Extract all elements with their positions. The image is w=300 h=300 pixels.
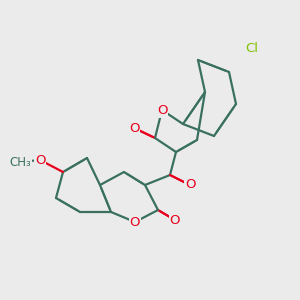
Text: O: O: [157, 103, 167, 116]
Text: O: O: [170, 214, 180, 226]
Text: O: O: [185, 178, 195, 191]
Text: O: O: [130, 215, 140, 229]
Text: O: O: [129, 122, 139, 134]
Text: Cl: Cl: [245, 41, 259, 55]
Text: O: O: [35, 154, 45, 166]
Text: CH₃: CH₃: [9, 155, 31, 169]
